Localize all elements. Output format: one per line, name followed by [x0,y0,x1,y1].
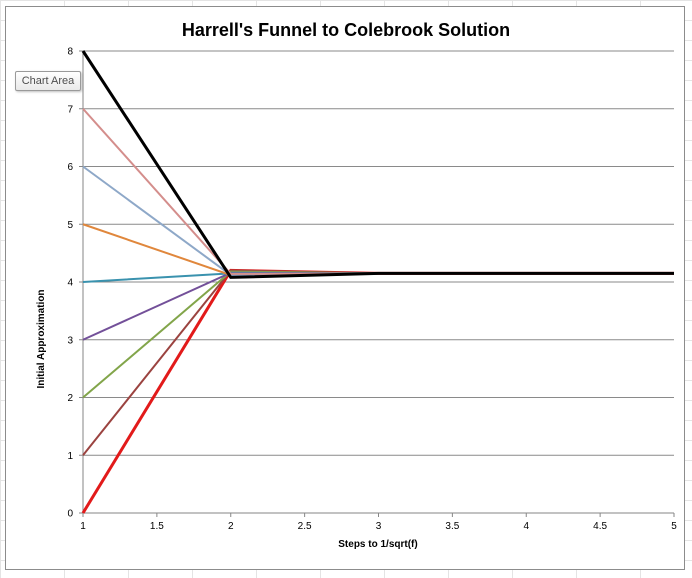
y-tick-label: 7 [67,104,73,115]
series-line-1 [81,268,674,514]
x-tick-label: 4.5 [593,521,607,532]
y-tick-label: 3 [67,335,73,346]
x-tick-label: 1.5 [150,521,164,532]
x-tick-label: 1 [80,521,86,532]
series-line-9 [81,50,674,279]
x-axis-title: Steps to 1/sqrt(f) [338,539,417,550]
series-line-4 [82,271,674,341]
x-tick-label: 5 [671,521,677,532]
series-line-2 [82,269,674,456]
axes [79,50,675,517]
series-lines [81,50,674,514]
x-tick-label: 2.5 [298,521,312,532]
x-tick-label: 4 [523,521,529,532]
chart-area[interactable] [5,6,685,570]
y-tick-label: 8 [67,47,73,58]
y-tick-label: 5 [67,220,73,231]
y-tick-label: 2 [67,393,73,404]
x-tick-label: 3.5 [445,521,459,532]
x-tick-label: 2 [228,521,234,532]
y-tick-label: 4 [67,278,73,289]
y-axis-title: Initial Approximation [36,289,47,388]
y-tick-label: 6 [67,162,73,173]
chart-title: Harrell's Funnel to Colebrook Solution [181,20,511,40]
x-tick-label: 3 [376,521,382,532]
y-tick-label: 0 [67,509,73,520]
series-line-3 [82,270,674,399]
chart-area-tooltip: Chart Area [15,71,81,91]
series-line-8 [82,108,674,275]
gridlines [83,50,674,456]
series-line-7 [82,165,674,277]
y-tick-label: 1 [67,451,73,462]
